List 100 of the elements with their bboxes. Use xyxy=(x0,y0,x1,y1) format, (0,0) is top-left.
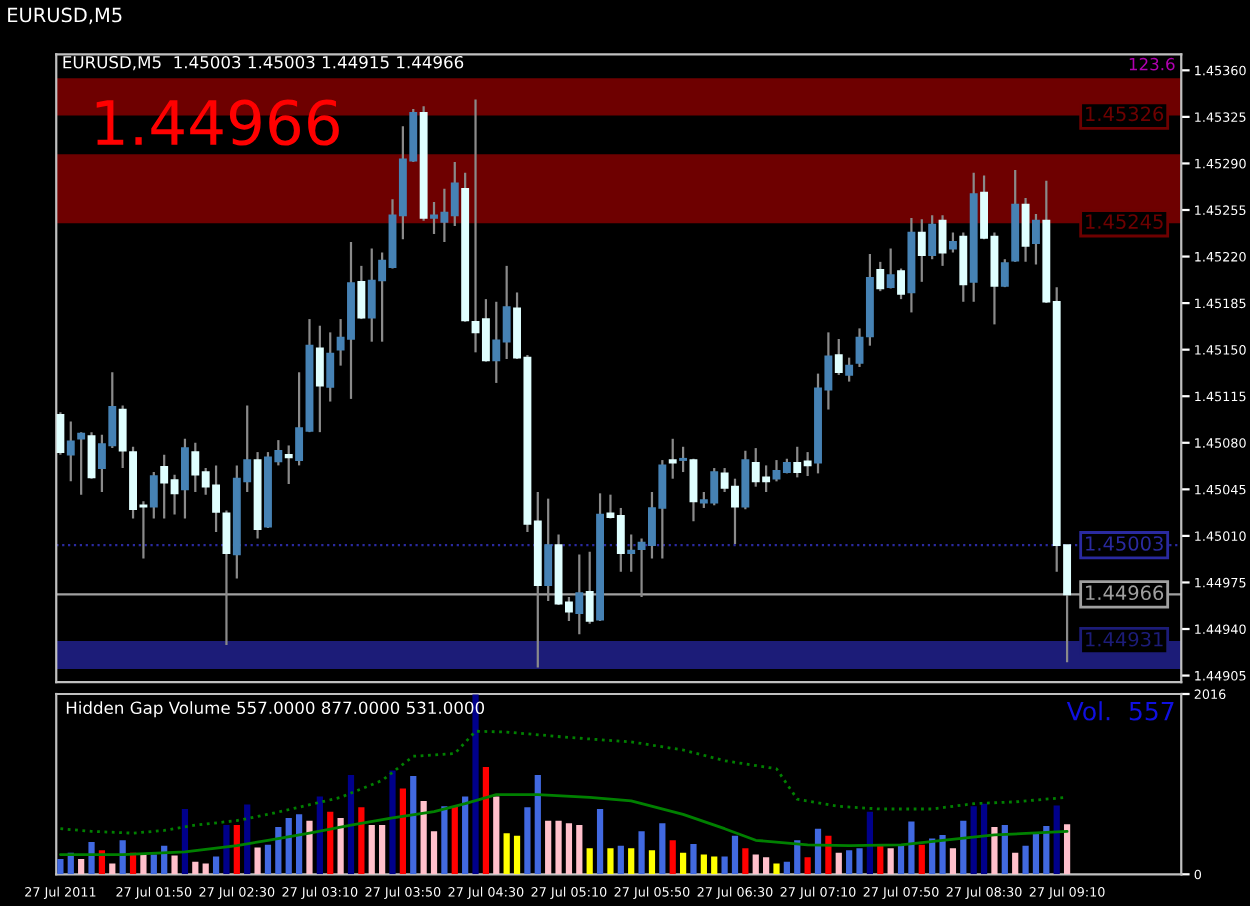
bar xyxy=(586,848,593,875)
candlestick xyxy=(1000,258,1009,289)
bar xyxy=(316,796,323,875)
bar xyxy=(441,806,448,875)
bar xyxy=(1032,833,1040,875)
candlestick xyxy=(284,444,293,486)
bar xyxy=(513,835,521,875)
bar xyxy=(565,823,573,875)
candlestick xyxy=(959,231,968,303)
candlestick xyxy=(315,324,324,434)
candlestick xyxy=(876,260,885,293)
candlestick xyxy=(149,470,158,520)
bar xyxy=(648,850,656,875)
bar xyxy=(462,796,469,875)
ref-line-label: 1.45003 xyxy=(1086,536,1163,551)
bar xyxy=(555,820,562,875)
bar xyxy=(1043,826,1050,875)
candlestick xyxy=(66,420,75,483)
bar xyxy=(244,804,251,875)
bar xyxy=(949,848,957,875)
bar xyxy=(1053,805,1060,875)
bar xyxy=(482,766,490,875)
candlestick xyxy=(575,553,584,636)
bar xyxy=(814,828,822,875)
candlestick xyxy=(56,411,65,456)
bar xyxy=(960,820,967,875)
bar xyxy=(399,788,406,875)
bar xyxy=(846,850,853,875)
annotation: 1.44966 xyxy=(96,99,339,146)
bar xyxy=(1063,824,1071,875)
candlestick xyxy=(326,331,335,403)
bar xyxy=(430,831,438,875)
bar xyxy=(576,825,583,875)
bar xyxy=(742,848,749,875)
bar xyxy=(628,848,635,875)
bar xyxy=(109,863,116,875)
bar xyxy=(150,854,157,875)
bar xyxy=(835,852,842,875)
candlestick xyxy=(886,247,895,290)
candlestick xyxy=(544,497,553,603)
bar xyxy=(295,814,303,875)
candlestick xyxy=(917,218,926,283)
bar xyxy=(918,844,925,875)
bar xyxy=(306,820,313,875)
chart-subtitle: EURUSD,M5 1.45003 1.45003 1.44915 1.44966 xyxy=(63,55,464,71)
candlestick xyxy=(180,437,189,520)
annotation: Hidden Gap Volume 557.0000 877.0000 531.0000 xyxy=(66,701,485,718)
bar xyxy=(389,770,396,875)
bar xyxy=(181,809,189,875)
ref-line-label: 1.44966 xyxy=(1086,585,1164,601)
bar xyxy=(88,842,95,875)
bar xyxy=(358,807,365,875)
bar xyxy=(534,775,541,875)
candlestick xyxy=(1032,212,1040,266)
annotation: 123.6 xyxy=(1129,57,1175,71)
bar xyxy=(783,861,790,875)
band-label: 1.44931 xyxy=(1086,631,1163,647)
bar xyxy=(752,854,759,875)
candlestick xyxy=(1021,196,1030,263)
candlestick xyxy=(77,431,86,496)
candlestick xyxy=(357,264,366,321)
bar xyxy=(451,806,458,875)
bar xyxy=(420,800,427,875)
bar xyxy=(980,803,988,875)
bar xyxy=(202,863,209,875)
bar xyxy=(866,811,874,875)
bar xyxy=(524,807,531,875)
bar xyxy=(721,856,728,875)
line-series xyxy=(59,729,1069,835)
bar xyxy=(711,856,718,875)
bar xyxy=(410,775,417,875)
candlestick xyxy=(679,445,688,474)
bar xyxy=(939,834,946,875)
bar xyxy=(140,854,147,875)
bar xyxy=(347,775,355,875)
bar xyxy=(659,823,666,875)
candlestick xyxy=(928,214,937,261)
bar xyxy=(1012,852,1019,875)
bar xyxy=(212,856,220,875)
bar xyxy=(379,825,386,875)
bar xyxy=(731,835,739,875)
candlestick xyxy=(585,550,594,625)
candlestick xyxy=(741,449,750,511)
bar xyxy=(877,845,884,875)
candlestick xyxy=(668,437,677,480)
bar xyxy=(970,806,977,875)
candlestick xyxy=(87,431,96,480)
bar xyxy=(368,825,375,875)
bar xyxy=(679,852,687,875)
bar xyxy=(192,861,199,875)
bar xyxy=(638,831,645,875)
bar xyxy=(1001,825,1008,875)
bar xyxy=(171,855,178,875)
bar xyxy=(1022,845,1029,875)
candlestick xyxy=(845,356,854,383)
candlestick xyxy=(627,533,636,573)
band-label: 1.45245 xyxy=(1086,214,1163,229)
annotation: Vol. 557 xyxy=(1066,701,1174,721)
bar xyxy=(856,848,863,875)
candlestick xyxy=(855,327,864,369)
